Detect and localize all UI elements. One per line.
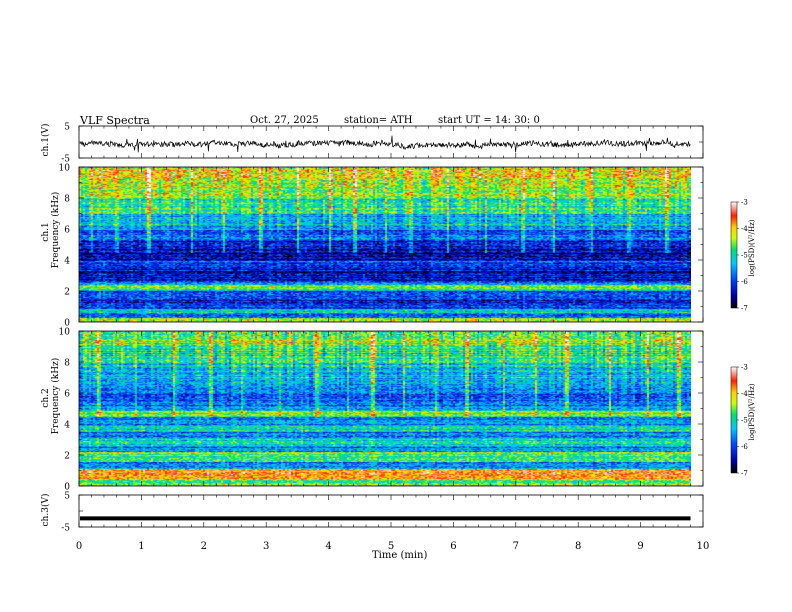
x-tick-label: 5 xyxy=(388,541,394,552)
x-tick-label: 8 xyxy=(575,541,581,552)
ch2-spectrogram-panel xyxy=(79,331,691,486)
ch1-spec-ytick-label: 4 xyxy=(64,257,70,267)
date-label: Oct. 27, 2025 xyxy=(250,115,319,126)
ch1-waveform-trace xyxy=(79,135,691,153)
ch2-spec-ytick-label: 8 xyxy=(64,359,70,369)
x-tick-label: 4 xyxy=(325,541,331,552)
x-tick-label: 9 xyxy=(637,541,643,552)
ch2-colorbar: -3 -4 -5 -6 -7 xyxy=(730,364,748,478)
x-tick-label: 10 xyxy=(697,541,710,552)
ch3-wave-ytick-label: -5 xyxy=(61,524,70,534)
ch2-spec-ytick-label: 6 xyxy=(64,390,70,400)
ch2-colorbar-label: log(PSD)(V²/Hz) xyxy=(748,383,756,441)
ch1-spec-ytick-label: 2 xyxy=(64,288,70,298)
ch1-spec-label: ch.1 xyxy=(41,222,51,242)
ch1-spec-ytick-label: 8 xyxy=(64,195,70,205)
ch1-spec-ytick-label: 10 xyxy=(59,164,71,174)
station-label: station= ATH xyxy=(344,115,413,126)
x-tick-label: 7 xyxy=(513,541,519,552)
ch1-wave-ytick-label: -5 xyxy=(61,155,70,165)
x-axis-label: Time (min) xyxy=(372,550,428,561)
ch1-waveform-panel xyxy=(79,135,691,153)
ch2-spec-ytick-label: 4 xyxy=(64,421,70,431)
ch3-wave-label: ch.3(V) xyxy=(41,493,51,527)
ch2-spec-label: ch.2 xyxy=(41,388,51,408)
x-tick-label: 0 xyxy=(76,541,82,552)
ch2-colorbar-tick-label: -6 xyxy=(741,443,748,451)
ch1-colorbar-tick-label: -4 xyxy=(741,225,748,233)
ch2-spectrogram-heatmap xyxy=(79,331,691,486)
ch2-freq-ylabel: Frequency (kHz) xyxy=(51,357,61,435)
x-tick-label: 3 xyxy=(263,541,269,552)
ch3-wave-ytick-label: 5 xyxy=(64,492,70,502)
ch1-colorbar-tick-label: -6 xyxy=(741,278,748,286)
x-tick-label: 1 xyxy=(138,541,144,552)
ch1-colorbar-tick-label: -5 xyxy=(741,252,748,260)
ch1-spec-ytick-label: 6 xyxy=(64,226,70,236)
ch2-colorbar-tick-label: -4 xyxy=(741,390,748,398)
ch1-spectrogram-panel xyxy=(79,167,691,322)
ch2-colorbar-bar xyxy=(730,366,738,474)
ch1-wave-label: ch.1(V) xyxy=(41,123,51,157)
ch1-spectrogram-heatmap xyxy=(79,167,691,322)
ch1-colorbar: -3 -4 -5 -6 -7 xyxy=(730,199,748,313)
ch2-colorbar-tick-label: -5 xyxy=(741,417,748,425)
ch2-spec-ytick-label: 2 xyxy=(64,452,70,462)
ch1-colorbar-label: log(PSD)(V²/Hz) xyxy=(748,219,756,277)
x-tick-label: 2 xyxy=(201,541,207,552)
ch1-spec-ytick-label: 0 xyxy=(64,319,70,329)
ch1-freq-ylabel: Frequency (kHz) xyxy=(51,191,61,269)
ch2-spec-ytick-label: 10 xyxy=(59,328,71,338)
ch1-colorbar-tick-label: -7 xyxy=(741,305,748,313)
ch2-colorbar-tick-label: -3 xyxy=(741,364,748,372)
ch2-spec-ytick-label: 0 xyxy=(64,483,70,493)
ch1-colorbar-tick-label: -3 xyxy=(741,199,748,207)
chart-title: VLF Spectra xyxy=(80,114,150,127)
start-time-label: start UT = 14: 30: 0 xyxy=(438,115,540,126)
ch2-colorbar-tick-label: -7 xyxy=(741,470,748,478)
ch1-colorbar-bar xyxy=(730,201,738,309)
x-tick-label: 6 xyxy=(450,541,456,552)
ch1-wave-ytick-label: 5 xyxy=(64,123,70,133)
